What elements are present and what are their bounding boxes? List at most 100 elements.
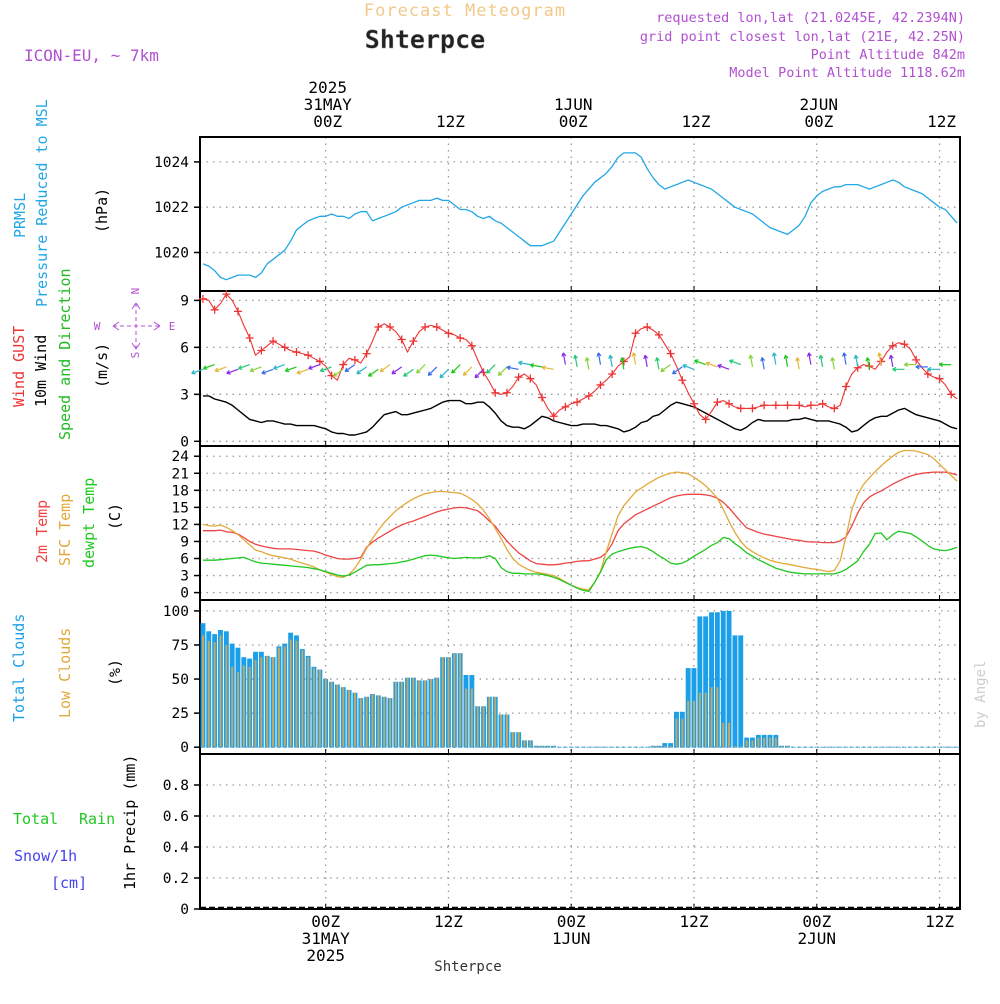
wind-direction-arrow-icon: [760, 357, 766, 370]
gust-marker: [748, 404, 757, 413]
gust-marker: [409, 337, 418, 346]
time-label-bottom: 00Z: [557, 912, 586, 931]
precip-label-total: Total: [13, 810, 58, 828]
low-cloud-bar: [710, 687, 713, 748]
gust-marker: [315, 357, 324, 366]
compass-s: S: [129, 352, 142, 359]
wind-direction-arrow-icon: [474, 368, 484, 379]
location-title: Shterpce: [365, 25, 485, 54]
low-cloud-bar: [769, 737, 771, 748]
low-cloud-bar: [359, 698, 362, 748]
gust-marker: [596, 380, 605, 389]
y-tick-label: 0.2: [163, 871, 189, 887]
gust-marker: [619, 357, 628, 366]
gust-marker: [421, 323, 430, 332]
low-cloud-bar: [546, 745, 549, 748]
low-cloud-bar: [482, 706, 485, 748]
low-cloud-bar: [213, 642, 216, 748]
low-cloud-bar: [716, 687, 719, 748]
low-cloud-bar: [365, 696, 368, 748]
low-cloud-bar: [441, 657, 444, 748]
wind-direction-arrow-icon: [660, 364, 671, 373]
total-cloud-bar: [697, 616, 703, 748]
precip-label-snow: Snow/1h: [14, 847, 77, 865]
cloud-label-low: Low Clouds: [56, 628, 74, 718]
gust-marker: [502, 388, 511, 397]
gust-marker: [701, 415, 710, 424]
y-tick-label: 18: [172, 483, 189, 499]
time-label-bottom: 00Z: [311, 912, 340, 931]
gust-marker: [666, 349, 675, 358]
low-cloud-bar: [476, 706, 479, 748]
panel-frame: [199, 136, 961, 292]
gust-marker: [514, 373, 523, 382]
gust-marker: [538, 393, 546, 402]
wind-direction-arrow-icon: [818, 354, 824, 368]
total-cloud-bar: [732, 635, 738, 748]
gust-marker: [222, 290, 231, 299]
wind-direction-arrow-icon: [561, 352, 567, 365]
low-cloud-bar: [465, 688, 467, 748]
gust-marker: [818, 399, 827, 408]
wind-direction-arrow-icon: [486, 364, 496, 374]
wind-direction-arrow-icon: [367, 368, 379, 377]
gust-marker: [362, 349, 371, 358]
pressure-label-name: Pressure Reduced to MSL: [33, 99, 51, 307]
low-cloud-bar: [728, 722, 730, 748]
y-tick-label: 100: [163, 604, 189, 620]
low-cloud-bar: [289, 639, 292, 748]
low-cloud-bar: [722, 722, 725, 748]
wind-label-unit: (m/s): [93, 343, 111, 388]
plot-layer: 1020102210240369036912151821240255075100…: [154, 78, 961, 965]
time-label-top: 00Z: [804, 112, 833, 131]
low-cloud-bar: [231, 666, 234, 748]
total-cloud-bar: [662, 743, 668, 748]
pressure-label-prmsl: PRMSL: [11, 193, 29, 238]
wind-direction-arrow-icon: [830, 357, 836, 370]
wind-labels: Wind GUST 10m Wind Speed and Direction (…: [10, 268, 175, 440]
info-model-altitude: Model Point Altitude 1118.62m: [729, 65, 965, 81]
wind-direction-arrow-icon: [573, 354, 578, 368]
low-cloud-bar: [780, 745, 783, 748]
gust-marker: [234, 307, 242, 316]
low-cloud-bar: [202, 635, 204, 748]
pressure-labels: PRMSL Pressure Reduced to MSL (hPa): [11, 99, 111, 307]
wind-direction-arrow-icon: [705, 361, 718, 368]
gust-marker: [608, 369, 617, 378]
gust-marker: [210, 305, 219, 314]
y-tick-label: 0: [180, 902, 189, 918]
time-label-top: 31MAY: [304, 95, 353, 114]
cloud-labels: Total Clouds Low Clouds (%): [10, 614, 124, 722]
gust-marker: [292, 348, 301, 357]
low-cloud-bar: [453, 653, 456, 748]
gust-marker: [456, 333, 465, 342]
gust-marker: [269, 337, 278, 346]
y-tick-label: 75: [172, 638, 189, 654]
gust-marker: [806, 401, 815, 410]
low-cloud-bar: [774, 737, 777, 748]
low-cloud-bar: [745, 740, 748, 748]
wind-direction-arrow-icon: [888, 354, 894, 368]
low-cloud-bar: [318, 669, 321, 748]
wind-direction-arrow-icon: [643, 354, 649, 368]
wind-direction-arrow-icon: [202, 364, 215, 370]
gust-marker: [830, 404, 839, 413]
gust-marker: [643, 323, 652, 332]
total-cloud-bar: [726, 610, 732, 748]
low-cloud-bar: [313, 668, 315, 748]
low-cloud-bar: [430, 679, 432, 748]
low-cloud-bar: [377, 695, 380, 748]
gust-marker: [432, 323, 441, 332]
wind-direction-arrow-icon: [693, 359, 706, 366]
wind-label-speed-dir: Speed and Direction: [56, 268, 74, 440]
gust-marker: [771, 401, 780, 410]
wind-direction-arrow-icon: [915, 364, 928, 370]
wind-direction-arrow-icon: [332, 368, 344, 377]
low-cloud-bar: [301, 650, 304, 748]
total-cloud-bar: [668, 743, 674, 748]
low-cloud-bar: [757, 737, 760, 748]
footer-location: Shterpce: [434, 959, 501, 975]
gust-marker: [444, 329, 453, 338]
wind-direction-arrow-icon: [842, 352, 847, 365]
